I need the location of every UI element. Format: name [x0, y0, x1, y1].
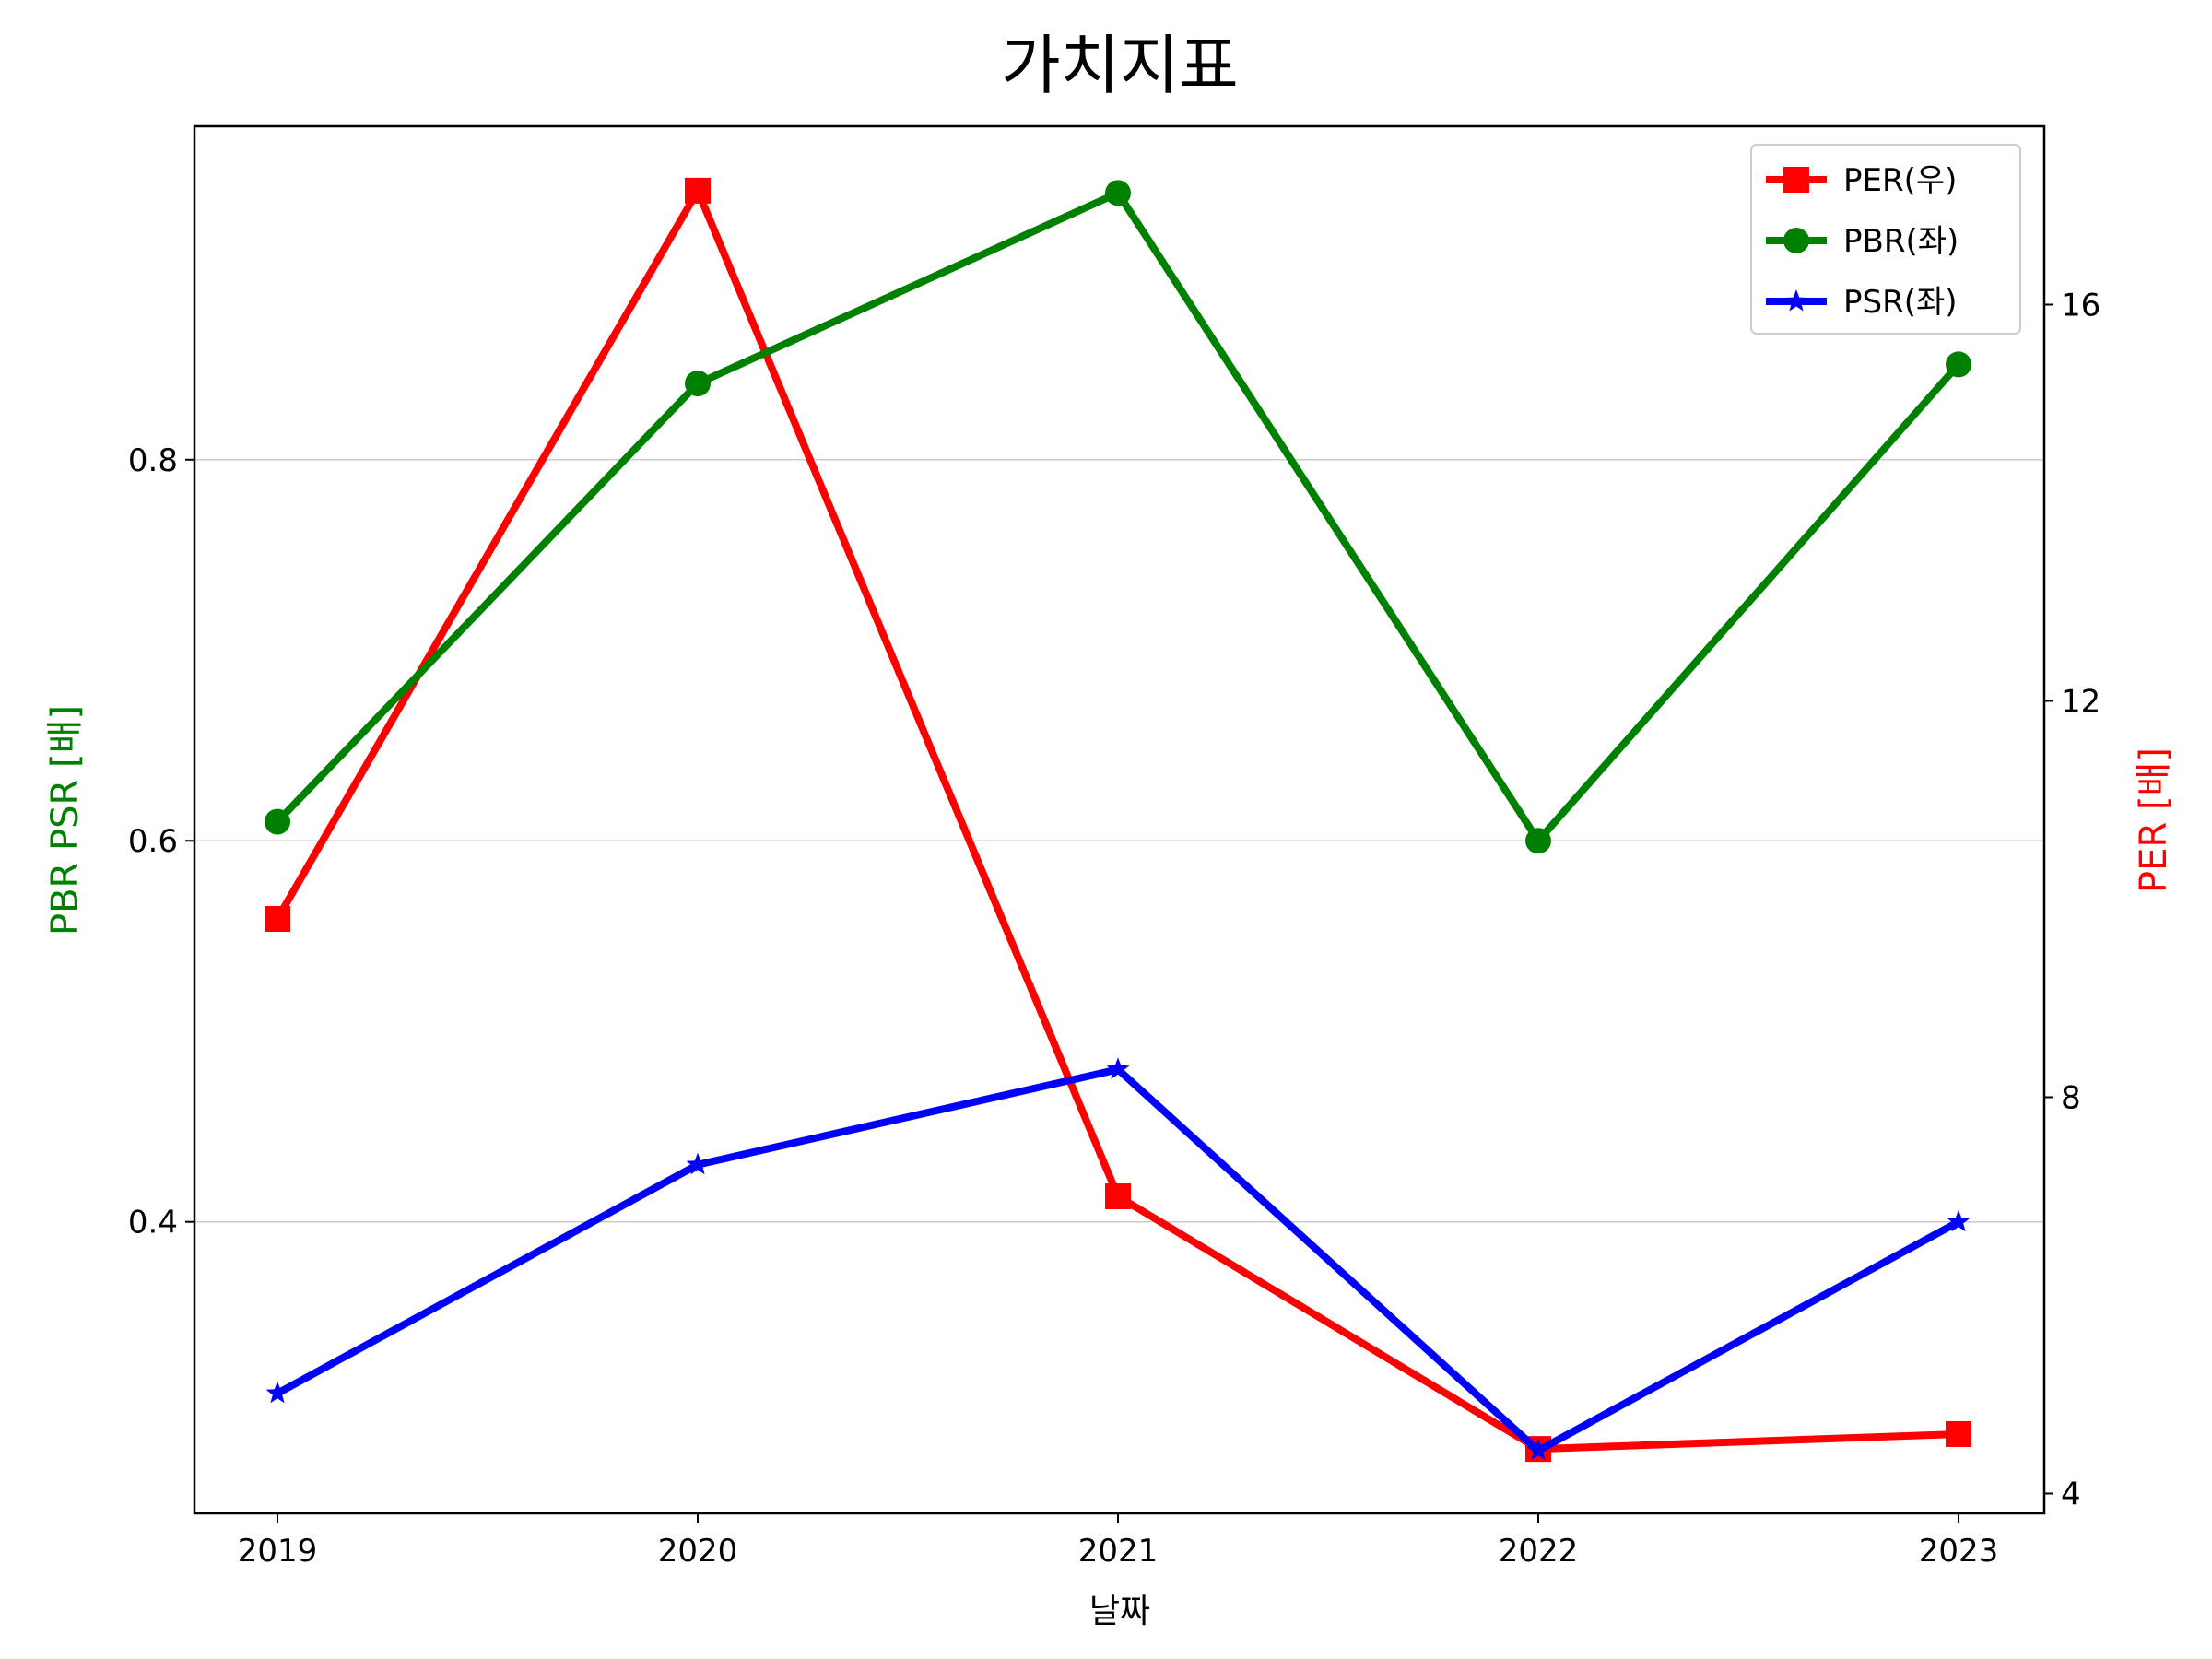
y-right-tick-label: 4 [2061, 1477, 2081, 1513]
data-point [265, 1381, 289, 1404]
data-point [1526, 1438, 1550, 1461]
data-point [685, 177, 711, 204]
series-circle [265, 180, 1971, 854]
legend-marker [1783, 228, 1809, 253]
axes: 0.4 0.6 0.8 4 8 12 16 2019 2020 2021 2022 2023 [128, 288, 2100, 1571]
data-point [1946, 1421, 1971, 1447]
data-point [1946, 351, 1971, 378]
legend-label: PBR(좌) [1843, 223, 1959, 260]
data-point [1105, 180, 1131, 206]
x-tick-label: 2021 [1078, 1533, 1159, 1570]
legend: PER(우) PBR(좌) PSR(좌) [1750, 144, 2021, 335]
data-point [686, 1152, 710, 1175]
gridlines [194, 459, 2044, 1223]
y-right-tick-label: 16 [2061, 288, 2100, 324]
chart-title: 가치지표 [1001, 28, 1239, 103]
legend-label: PER(우) [1843, 162, 1957, 199]
legend-box [1750, 144, 2021, 335]
y-axis-left-label: PBR PSR [배] [44, 705, 87, 935]
series-star [265, 1057, 1971, 1461]
data-point [265, 808, 290, 835]
data-point [685, 371, 711, 397]
y-left-tick-label: 0.6 [128, 823, 178, 860]
legend-marker [1784, 289, 1808, 312]
y-right-tick-label: 8 [2061, 1080, 2081, 1117]
data-point [1525, 828, 1551, 854]
y-right-tick-label: 12 [2061, 684, 2100, 721]
y-left-tick-label: 0.4 [128, 1205, 178, 1241]
x-tick-label: 2019 [238, 1533, 318, 1570]
legend-label: PSR(좌) [1843, 284, 1958, 321]
y-axis-right-label: PER [배] [2133, 747, 2175, 893]
x-tick-label: 2022 [1499, 1533, 1579, 1570]
data-point [1947, 1209, 1971, 1232]
series-layer [265, 177, 1971, 1463]
plot-frame [193, 124, 2046, 1515]
x-tick-label: 2023 [1919, 1533, 1999, 1570]
data-point [1105, 1183, 1131, 1209]
data-point [1106, 1057, 1130, 1079]
x-axis-label: 날짜 [1089, 1593, 1150, 1630]
x-tick-label: 2020 [658, 1533, 738, 1570]
legend-marker [1783, 167, 1809, 193]
y-left-tick-label: 0.8 [128, 442, 178, 479]
data-point [265, 906, 290, 932]
